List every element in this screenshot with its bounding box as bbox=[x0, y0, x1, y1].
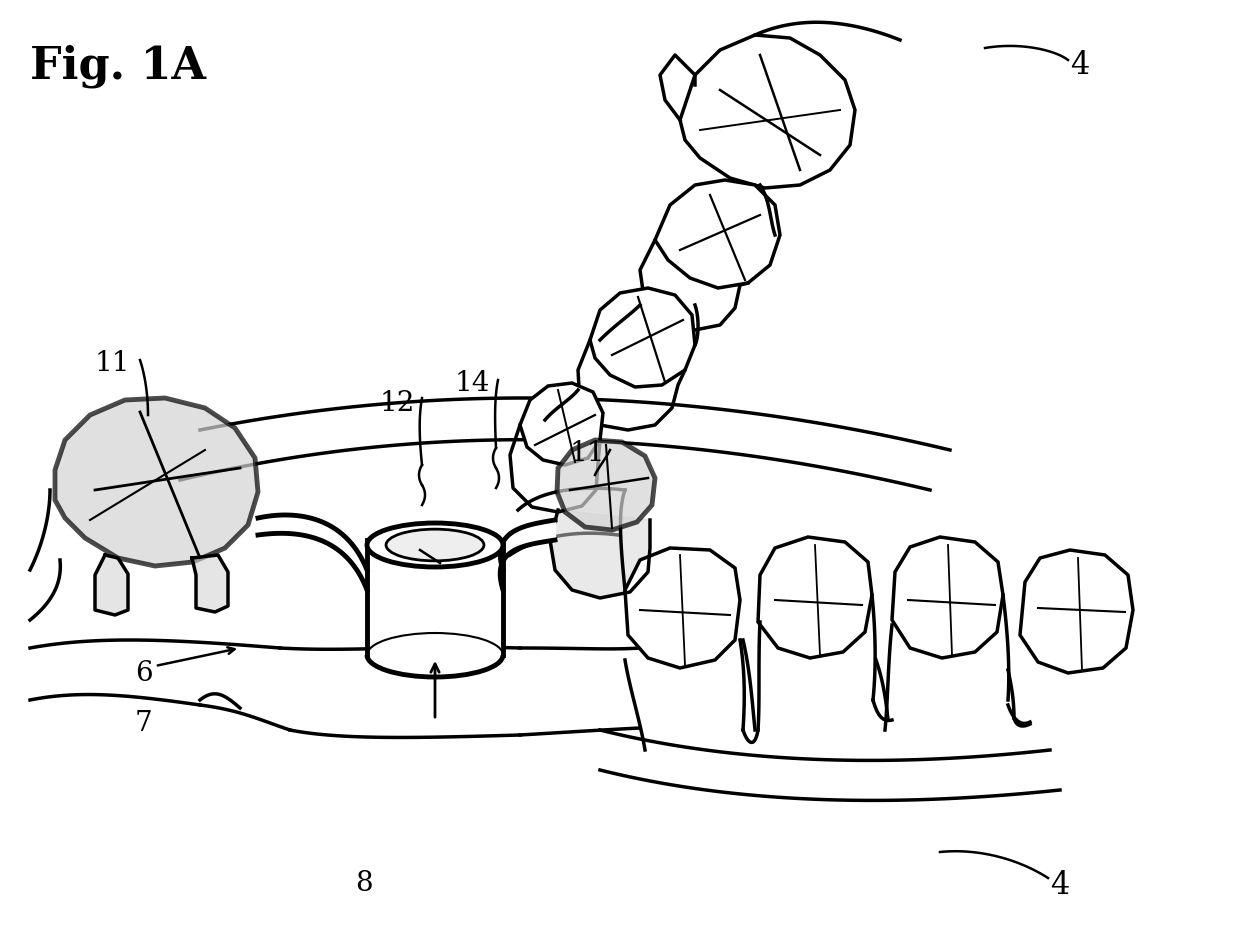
Polygon shape bbox=[367, 535, 503, 655]
Text: 4: 4 bbox=[1050, 870, 1069, 901]
Polygon shape bbox=[625, 548, 740, 668]
Text: 8: 8 bbox=[355, 870, 373, 897]
Ellipse shape bbox=[386, 529, 484, 561]
Text: 7: 7 bbox=[135, 710, 153, 737]
Text: Fig. 1A: Fig. 1A bbox=[30, 45, 206, 89]
Polygon shape bbox=[557, 440, 655, 530]
Text: 4: 4 bbox=[1070, 50, 1089, 81]
Polygon shape bbox=[892, 537, 1003, 658]
Text: 11: 11 bbox=[95, 350, 130, 377]
Polygon shape bbox=[1021, 550, 1133, 673]
Ellipse shape bbox=[367, 523, 503, 567]
Polygon shape bbox=[655, 180, 780, 288]
Polygon shape bbox=[758, 537, 872, 658]
Polygon shape bbox=[95, 555, 128, 615]
Text: 6: 6 bbox=[135, 660, 153, 687]
Text: 11: 11 bbox=[570, 440, 605, 467]
Polygon shape bbox=[192, 555, 228, 612]
Text: 14: 14 bbox=[455, 370, 490, 397]
Polygon shape bbox=[590, 288, 694, 387]
Polygon shape bbox=[680, 35, 856, 188]
Polygon shape bbox=[551, 510, 650, 598]
Polygon shape bbox=[55, 398, 258, 566]
Polygon shape bbox=[520, 383, 603, 465]
Text: 12: 12 bbox=[379, 390, 415, 417]
